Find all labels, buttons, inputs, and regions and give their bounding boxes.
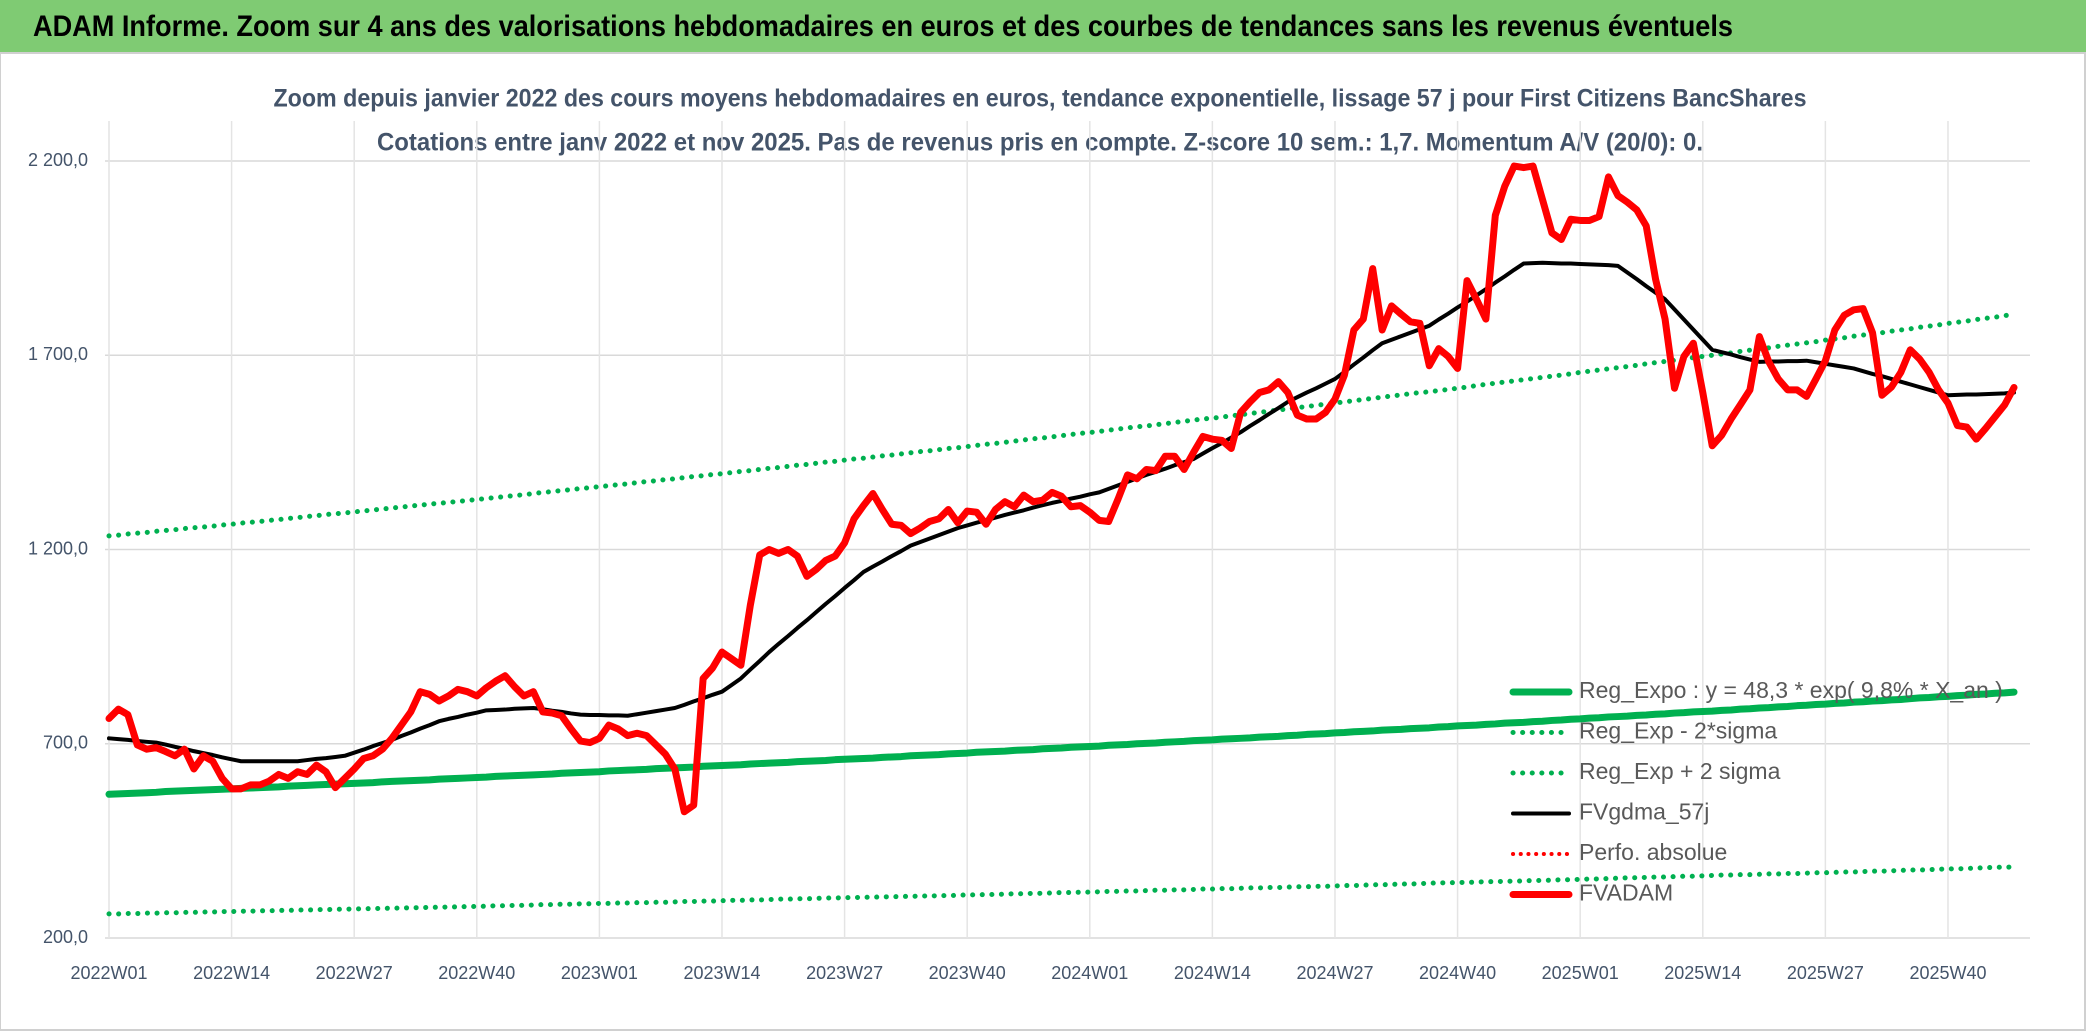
x-tick-label: 2022W27	[316, 963, 393, 983]
x-tick-label: 2025W01	[1542, 963, 1619, 983]
series-line	[105, 162, 2018, 816]
legend-label: Reg_Exp - 2*sigma	[1579, 718, 1777, 744]
chart-title: Zoom depuis janvier 2022 des cours moyen…	[274, 85, 1807, 113]
series-line	[106, 311, 2017, 539]
plot	[105, 162, 2018, 917]
x-tick-label: 2025W27	[1787, 963, 1864, 983]
x-tick-label: 2022W40	[438, 963, 515, 983]
series-line	[106, 864, 2017, 917]
legend-label: FVgdma_57j	[1579, 799, 1709, 825]
legend-label: Perfo. absolue	[1579, 839, 1727, 865]
y-tick-label: 2 200,0	[28, 150, 88, 170]
header-bar	[0, 0, 2086, 53]
y-tick-label: 1 200,0	[28, 538, 88, 558]
chart-subtitle: Cotations entre janv 2022 et nov 2025. P…	[377, 129, 1703, 157]
x-tick-label: 2023W27	[806, 963, 883, 983]
chart-frame	[0, 52, 2086, 1031]
grid: 200,0 700,0 1 200,0 1 700,0 2 200,0 2022W01 20…	[28, 121, 2030, 983]
y-tick-label: 1 700,0	[28, 344, 88, 364]
series-line	[105, 688, 2018, 798]
x-tick-label: 2024W14	[1174, 963, 1251, 983]
y-tick-label: 200,0	[43, 927, 88, 947]
header-title: ADAM Informe. Zoom sur 4 ans des valoris…	[33, 10, 1733, 43]
legend-label: Reg_Exp + 2 sigma	[1579, 758, 1781, 784]
x-tick-label: 2024W01	[1051, 963, 1128, 983]
x-tick-label: 2025W40	[1909, 963, 1986, 983]
x-tick-label: 2022W14	[193, 963, 270, 983]
x-tick-label: 2023W01	[561, 963, 638, 983]
x-tick-label: 2024W27	[1296, 963, 1373, 983]
legend-label: Reg_Expo : y = 48,3 * exp( 9,8% * X_an )	[1579, 677, 2003, 703]
x-tick-label: 2025W14	[1664, 963, 1741, 983]
x-tick-label: 2023W14	[683, 963, 760, 983]
legend: Reg_Expo : y = 48,3 * exp( 9,8% * X_an )…	[1509, 677, 2003, 906]
x-tick-label: 2023W40	[929, 963, 1006, 983]
y-tick-label: 700,0	[43, 733, 88, 753]
legend-label: FVADAM	[1579, 880, 1673, 906]
x-tick-label: 2022W01	[70, 963, 147, 983]
x-tick-label: 2024W40	[1419, 963, 1496, 983]
